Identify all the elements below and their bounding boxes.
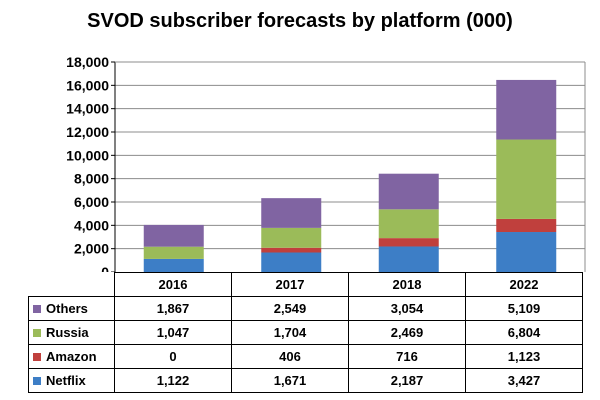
legend-swatch: [33, 305, 41, 313]
category-label: 2017: [231, 272, 349, 297]
y-tick-label: 10,000: [66, 147, 109, 163]
bar-segment-others: [143, 224, 204, 247]
legend-swatch: [33, 377, 41, 385]
category-label: 2022: [465, 272, 583, 297]
bar-segment-netflix: [261, 252, 322, 272]
y-tick-label: 2,000: [74, 241, 109, 257]
bar-segment-russia: [496, 139, 557, 219]
legend-swatch: [33, 353, 41, 361]
bar-segment-amazon: [496, 218, 557, 233]
y-tick-label: 6,000: [74, 194, 109, 210]
data-label: 1,123: [465, 344, 583, 369]
data-label: 6,804: [465, 320, 583, 345]
y-tick-label: 14,000: [66, 101, 109, 117]
bar-segment-netflix: [496, 232, 557, 272]
legend-entry-amazon: Amazon: [28, 344, 115, 369]
chart-plot: 0 2,000 4,000 6,000 8,000 10,000 12,000 14,000 1…: [66, 54, 586, 272]
legend-label: Amazon: [46, 349, 97, 364]
category-label: 2018: [348, 272, 466, 297]
data-label: 2,469: [348, 320, 466, 345]
bar-segment-amazon: [261, 247, 322, 253]
data-label: 1,867: [114, 296, 232, 321]
table-row-others: Others 1,867 2,549 3,054 5,109: [28, 296, 583, 321]
bar-segment-russia: [261, 227, 322, 248]
bar-segment-others: [496, 79, 557, 140]
data-label: 716: [348, 344, 466, 369]
data-label: 0: [114, 344, 232, 369]
table-header-row: 2016 2017 2018 2022: [28, 272, 583, 297]
data-label: 406: [231, 344, 349, 369]
bar-segment-netflix: [143, 258, 204, 272]
table-row-amazon: Amazon 0 406 716 1,123: [28, 344, 583, 369]
table-corner: [28, 272, 115, 297]
y-tick-label: 12,000: [66, 124, 109, 140]
legend-label: Russia: [46, 325, 89, 340]
data-label: 1,704: [231, 320, 349, 345]
legend-label: Netflix: [46, 373, 86, 388]
data-label: 1,047: [114, 320, 232, 345]
data-label: 3,054: [348, 296, 466, 321]
legend-swatch: [33, 329, 41, 337]
data-label: 2,549: [231, 296, 349, 321]
y-tick-label: 4,000: [74, 217, 109, 233]
category-label: 2016: [114, 272, 232, 297]
y-tick-label: 18,000: [66, 54, 109, 70]
bar-segment-others: [378, 173, 439, 210]
bar-segment-netflix: [378, 246, 439, 272]
data-label: 2,187: [348, 368, 466, 393]
bar-segment-amazon: [378, 238, 439, 247]
table-row-netflix: Netflix 1,122 1,671 2,187 3,427: [28, 368, 583, 393]
bar-segment-russia: [143, 246, 204, 259]
table-row-russia: Russia 1,047 1,704 2,469 6,804: [28, 320, 583, 345]
chart-title: SVOD subscriber forecasts by platform (0…: [87, 10, 513, 32]
data-table: 2016 2017 2018 2022 Others 1,867 2,549 3…: [28, 272, 583, 393]
legend-label: Others: [46, 301, 88, 316]
data-label: 1,122: [114, 368, 232, 393]
y-tick-label: 16,000: [66, 77, 109, 93]
data-label: 5,109: [465, 296, 583, 321]
bar-segment-russia: [378, 209, 439, 239]
y-tick-label: 0: [101, 264, 109, 272]
y-tick-label: 8,000: [74, 171, 109, 187]
data-label: 1,671: [231, 368, 349, 393]
legend-entry-netflix: Netflix: [28, 368, 115, 393]
data-label: 3,427: [465, 368, 583, 393]
bar-segment-others: [261, 198, 322, 228]
legend-entry-others: Others: [28, 296, 115, 321]
legend-entry-russia: Russia: [28, 320, 115, 345]
